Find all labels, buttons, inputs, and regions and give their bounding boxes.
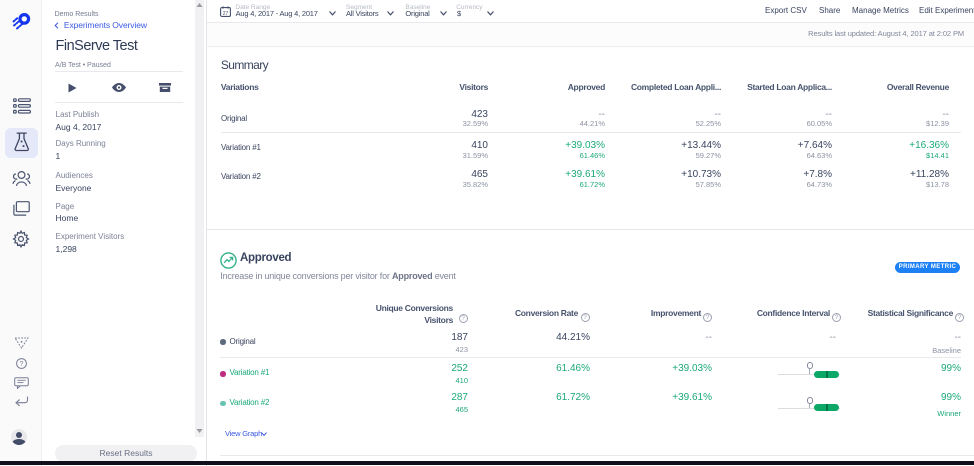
svg-text:?: ?	[20, 361, 24, 368]
svg-text:27: 27	[222, 11, 228, 17]
